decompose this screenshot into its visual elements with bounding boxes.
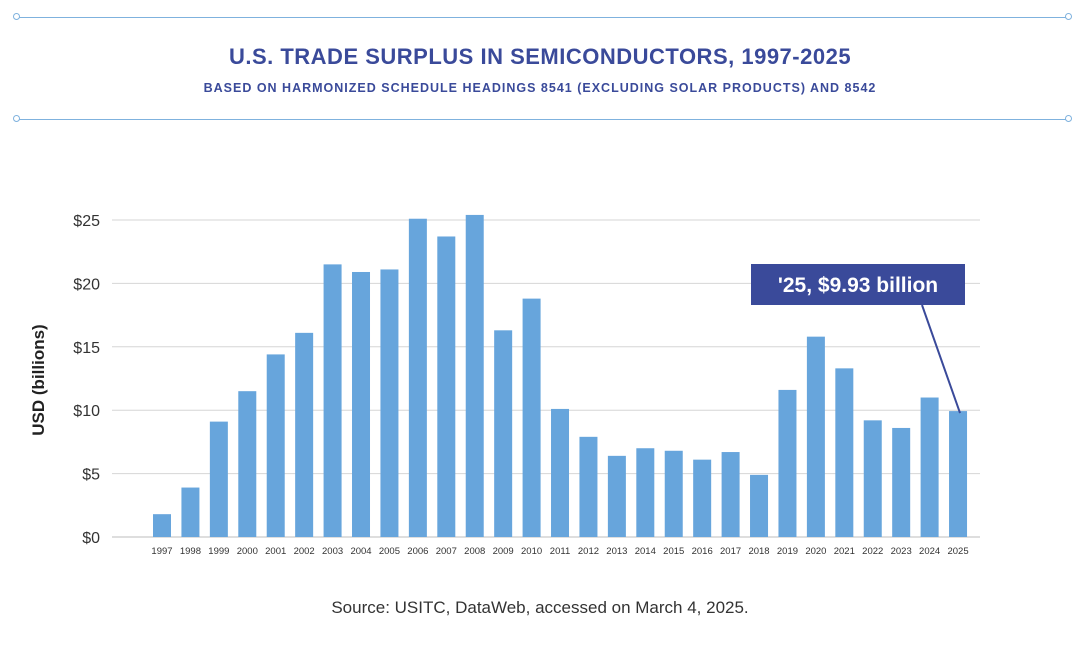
x-tick-label: 2014 [635,546,656,557]
callout-box [751,264,965,305]
top-divider-right-dot [1065,13,1072,20]
x-tick-label: 2007 [436,546,457,557]
x-tick-label: 2002 [294,546,315,557]
x-tick-label: 2025 [947,546,968,557]
bar-2014 [636,448,655,537]
x-tick-label: 2019 [777,546,798,557]
bar-2008 [465,214,484,538]
value-callout: '25, $9.93 billion [751,264,965,414]
bar-2024 [920,397,939,537]
x-tick-label: 2018 [748,546,769,557]
y-tick-label: $25 [73,213,100,230]
top-divider-line [18,17,1070,18]
x-tick-label: 2022 [862,546,883,557]
bar-2010 [522,298,541,537]
bar-2019 [778,389,797,537]
y-tick-label: $20 [73,276,100,293]
x-tick-label: 2017 [720,546,741,557]
x-tick-label: 1998 [180,546,201,557]
bar-2011 [551,408,570,537]
bottom-divider-left-dot [13,115,20,122]
bar-1999 [209,421,228,537]
bar-2023 [892,427,911,537]
bar-2021 [835,368,854,537]
bar-2002 [295,332,314,537]
bar-1997 [153,514,171,537]
x-axis-ticks: 1997 1998 1999 2000 2001 2002 2003 2004 2005 2006… [151,546,968,557]
bar-2007 [437,236,456,537]
x-tick-label: 2016 [692,546,713,557]
x-tick-label: 2003 [322,546,343,557]
top-divider-left-dot [13,13,20,20]
bar-2012 [579,436,598,537]
x-tick-label: 2010 [521,546,542,557]
bar-2001 [266,354,285,537]
x-tick-label: 2008 [464,546,485,557]
source-note: Source: USITC, DataWeb, accessed on Marc… [331,598,749,617]
callout-pointer-line [921,304,961,414]
x-tick-label: 2024 [919,546,940,557]
bar-2013 [607,455,626,537]
x-tick-label: 2005 [379,546,400,557]
x-tick-label: 2015 [663,546,684,557]
bar-1998 [181,487,200,537]
callout-label: '25, $9.93 billion [778,274,938,297]
bar-2018 [750,474,769,537]
bar-2000 [238,391,257,537]
y-tick-label: $15 [73,340,100,357]
x-tick-label: 1999 [208,546,229,557]
bar-2017 [721,452,740,537]
bar-2004 [352,271,371,537]
chart-subtitle: BASED ON HARMONIZED SCHEDULE HEADINGS 85… [203,81,877,95]
x-tick-label: 2012 [578,546,599,557]
bar-2016 [693,459,712,537]
x-tick-label: 2001 [265,546,286,557]
bar-2022 [863,420,882,537]
y-tick-label: $10 [73,403,100,420]
chart-title: U.S. TRADE SURPLUS IN SEMICONDUCTORS, 19… [228,44,852,69]
bottom-divider-right-dot [1065,115,1072,122]
y-tick-label: $0 [82,530,100,547]
bottom-divider-line [18,119,1070,120]
y-axis-ticks: $0 $5 $10 $15 $20 $25 [73,213,100,547]
bar-2009 [494,330,513,537]
bar-2020 [806,336,825,537]
x-tick-label: 2011 [550,546,570,557]
bar-2003 [323,264,342,537]
bar-2006 [408,218,427,537]
x-tick-label: 2013 [606,546,627,557]
bar-2005 [380,269,399,537]
x-tick-label: 2000 [237,546,258,557]
x-tick-label: 2006 [407,546,428,557]
x-tick-label: 1997 [151,546,172,557]
x-tick-label: 2021 [834,546,855,557]
bar-2015 [664,450,683,537]
x-tick-label: 2004 [350,546,371,557]
x-tick-label: 2020 [805,546,826,557]
y-axis-label: USD (billions) [29,324,48,435]
x-tick-label: 2023 [891,546,912,557]
y-tick-label: $5 [82,467,100,484]
bar-2025 [949,411,968,537]
x-tick-label: 2009 [493,546,514,557]
bars [153,214,968,538]
